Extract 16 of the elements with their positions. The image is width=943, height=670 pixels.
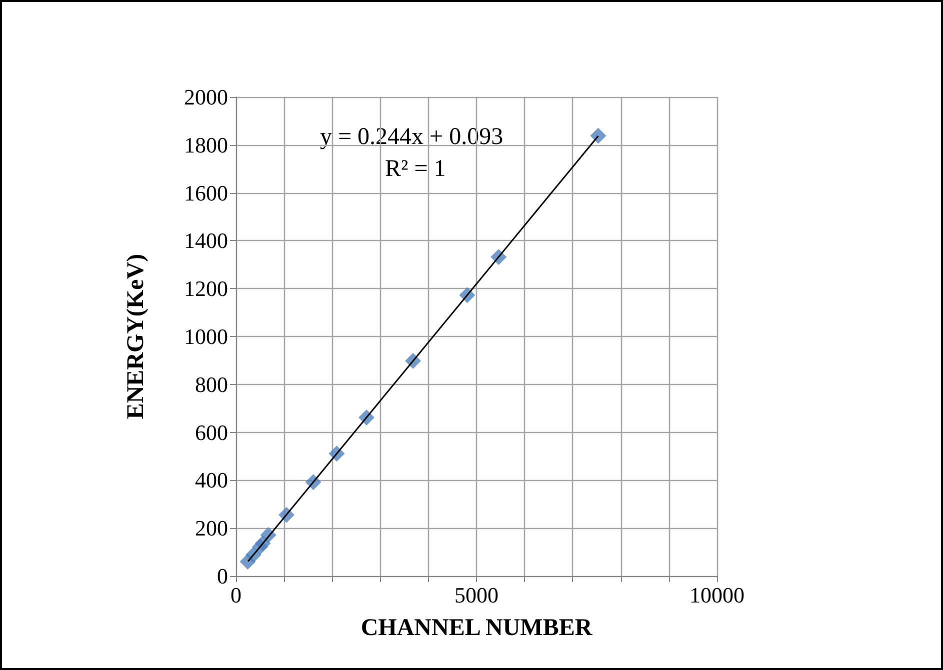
y-tick-label: 1600 xyxy=(184,180,228,206)
y-tick-label: 1200 xyxy=(184,276,228,302)
y-tick-label: 400 xyxy=(195,468,228,493)
y-tick-label: 1000 xyxy=(184,324,228,349)
y-tick-label: 1400 xyxy=(184,228,228,254)
y-tick-label: 0 xyxy=(217,564,228,588)
y-tick-label: 1800 xyxy=(184,132,228,158)
y-tick-label: 2000 xyxy=(184,84,228,110)
annotation: R² = 1 xyxy=(384,156,446,182)
y-axis-title: ENERGY(KeV) xyxy=(123,254,149,420)
y-tick-label: 200 xyxy=(195,516,228,541)
x-axis-title: CHANNEL NUMBER xyxy=(360,615,593,641)
y-tick-label: 800 xyxy=(195,372,228,397)
x-tick-label: 10000 xyxy=(690,582,744,608)
x-tick-label: 5000 xyxy=(454,582,498,608)
y-tick-label: 600 xyxy=(195,420,228,445)
